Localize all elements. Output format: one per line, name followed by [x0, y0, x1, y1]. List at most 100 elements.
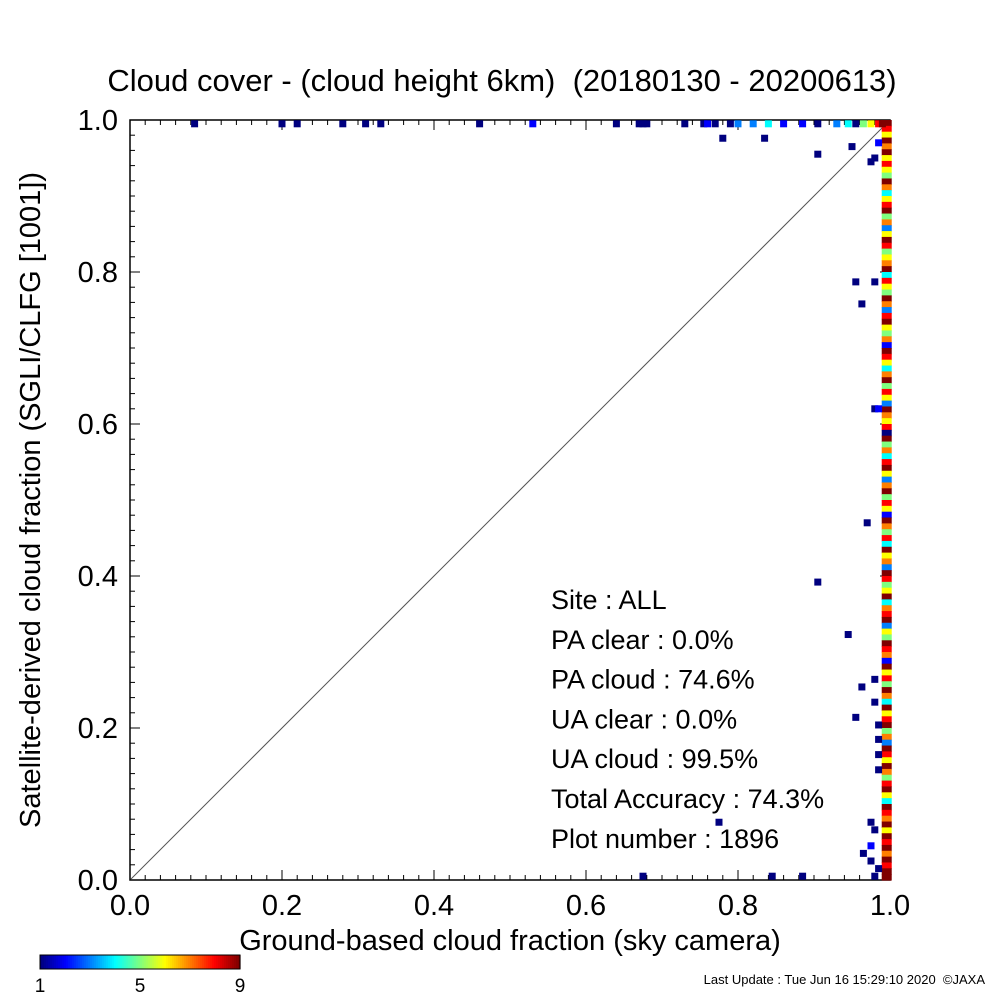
- edge-cell: [881, 768, 892, 776]
- edge-cell: [881, 675, 892, 682]
- data-point: [780, 120, 788, 128]
- data-point: [875, 766, 883, 774]
- colorbar-segment: [212, 955, 215, 969]
- stats-line: UA cloud : 99.5%: [551, 744, 758, 774]
- data-point: [871, 154, 879, 162]
- data-point: [833, 120, 841, 128]
- edge-cell: [881, 728, 892, 735]
- edge-cell: [881, 470, 892, 478]
- stats-line: Site : ALL: [551, 585, 667, 615]
- colorbar-segment: [44, 955, 47, 969]
- data-point: [858, 683, 866, 691]
- x-tick-label: 1.0: [870, 890, 910, 922]
- data-point: [875, 751, 883, 759]
- colorbar-segment: [174, 955, 177, 969]
- data-point: [191, 120, 199, 128]
- colorbar-segment: [52, 955, 55, 969]
- edge-cell: [881, 511, 892, 519]
- x-tick-label: 0.0: [110, 890, 150, 922]
- edge-cell: [881, 540, 892, 548]
- data-point: [643, 120, 651, 128]
- data-point: [867, 120, 875, 128]
- colorbar-segment: [74, 955, 77, 969]
- data-point: [863, 519, 871, 527]
- colorbar-segment: [194, 955, 197, 969]
- edge-cell: [881, 277, 892, 285]
- y-tick-label: 0.0: [78, 865, 118, 897]
- colorbar-segment: [236, 955, 239, 969]
- colorbar-segment: [120, 955, 123, 969]
- colorbar-segment: [122, 955, 125, 969]
- colorbar-segment: [130, 955, 133, 969]
- colorbar-segment: [192, 955, 195, 969]
- stats-line: Plot number : 1896: [551, 824, 779, 854]
- edge-cell: [881, 529, 892, 536]
- data-point: [871, 405, 879, 413]
- colorbar-segment: [84, 955, 87, 969]
- edge-cell: [881, 388, 892, 396]
- edge-cell: [881, 312, 892, 320]
- edge-column: [881, 120, 892, 881]
- colorbar-segment: [218, 955, 221, 969]
- edge-cell: [881, 336, 892, 343]
- edge-cell: [881, 804, 892, 811]
- edge-cell: [881, 429, 892, 437]
- edge-cell: [881, 786, 892, 793]
- data-point: [871, 872, 879, 880]
- edge-cell: [881, 289, 892, 296]
- edge-cell: [881, 318, 892, 326]
- colorbar-tick-label: 5: [135, 976, 146, 997]
- edge-cell: [881, 839, 892, 846]
- colorbar-segment: [152, 955, 155, 969]
- colorbar-segment: [210, 955, 213, 969]
- colorbar-segment: [156, 955, 159, 969]
- edge-cell: [881, 862, 892, 869]
- edge-cell: [881, 599, 892, 606]
- data-point: [529, 120, 537, 128]
- colorbar-segment: [214, 955, 217, 969]
- y-tick-label: 1.0: [78, 105, 118, 137]
- colorbar-segment: [70, 955, 73, 969]
- edge-cell: [881, 628, 892, 636]
- edge-cell: [881, 272, 892, 279]
- edge-cell: [881, 459, 892, 466]
- colorbar-segment: [202, 955, 205, 969]
- data-point: [867, 842, 875, 850]
- edge-cell: [881, 348, 892, 355]
- edge-cell: [881, 874, 892, 881]
- colorbar-segment: [60, 955, 63, 969]
- edge-cell: [881, 266, 892, 273]
- colorbar-segment: [188, 955, 191, 969]
- edge-cell: [881, 757, 892, 764]
- one-to-one-line: [129, 119, 891, 881]
- edge-cell: [881, 856, 892, 864]
- colorbar-segment: [148, 955, 151, 969]
- footer-timestamp: Last Update : Tue Jun 16 15:29:10 2020 ©…: [704, 972, 986, 987]
- edge-cell: [881, 605, 892, 612]
- edge-cell: [881, 722, 892, 729]
- edge-cell: [881, 155, 892, 162]
- edge-cell: [881, 400, 892, 408]
- data-point: [715, 818, 723, 826]
- colorbar-segment: [88, 955, 91, 969]
- colorbar-segment: [206, 955, 209, 969]
- colorbar-segment: [134, 955, 137, 969]
- colorbar-segment: [68, 955, 71, 969]
- edge-cell: [881, 616, 892, 624]
- colorbar-segment: [96, 955, 99, 969]
- colorbar-segment: [114, 955, 117, 969]
- data-point: [278, 120, 286, 128]
- colorbar-segment: [220, 955, 223, 969]
- y-tick-label: 0.4: [78, 561, 118, 593]
- data-point: [852, 713, 860, 721]
- edge-cell: [881, 248, 892, 256]
- edge-cell: [881, 657, 892, 665]
- edge-cell: [881, 523, 892, 530]
- edge-cell: [881, 739, 892, 747]
- edge-cell: [881, 254, 892, 261]
- stats-line: Total Accuracy : 74.3%: [551, 784, 824, 814]
- colorbar-segment: [186, 955, 189, 969]
- edge-cell: [881, 371, 892, 378]
- edge-cell: [881, 751, 892, 758]
- colorbar: [40, 955, 241, 969]
